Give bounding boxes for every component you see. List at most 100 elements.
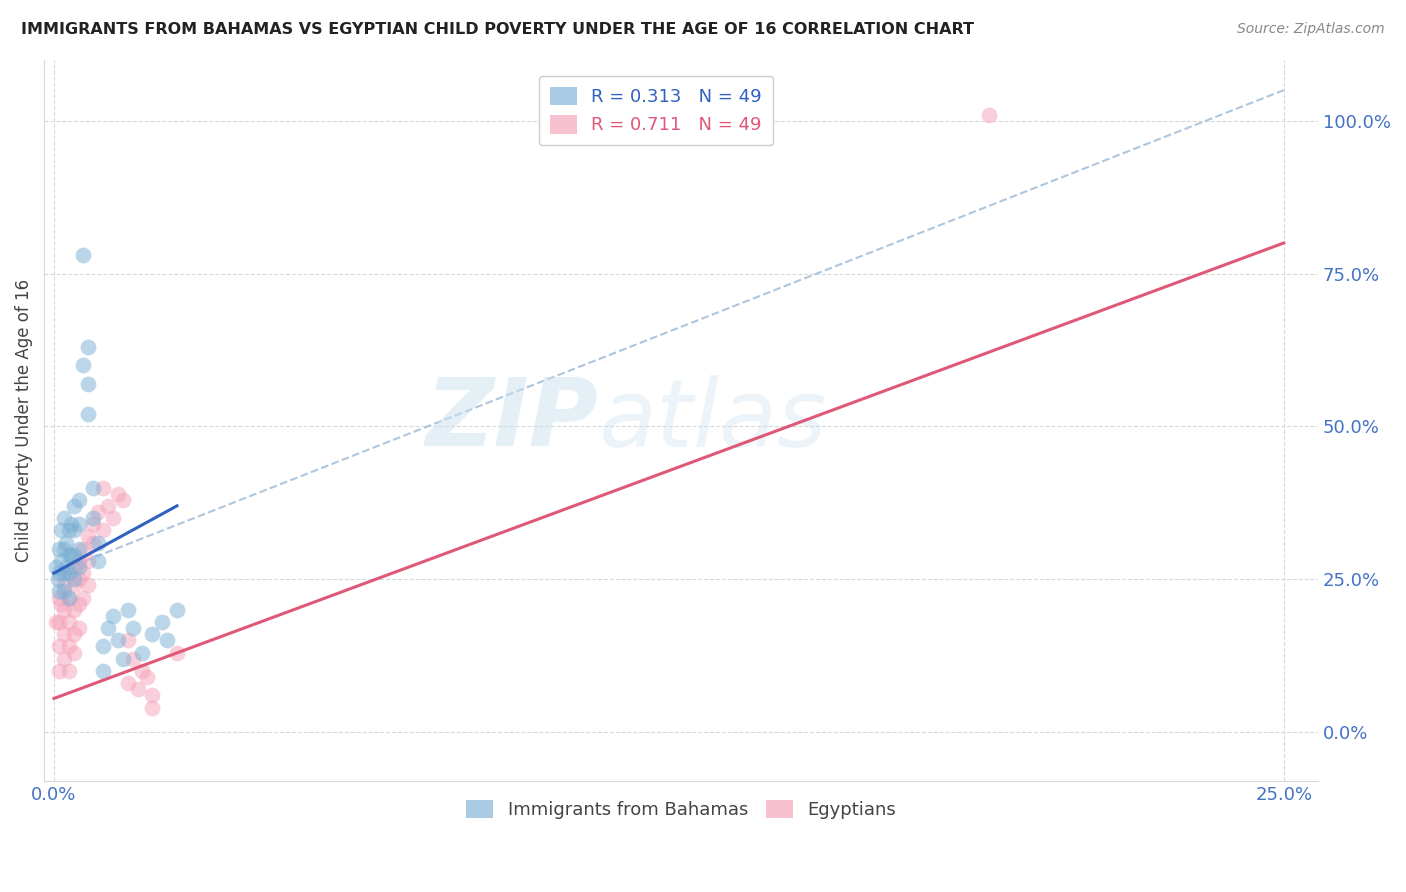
Point xyxy=(150,615,173,629)
Point xyxy=(62,499,84,513)
Point xyxy=(91,664,114,678)
Point xyxy=(141,627,163,641)
Text: Source: ZipAtlas.com: Source: ZipAtlas.com xyxy=(1237,22,1385,37)
Point xyxy=(91,481,114,495)
Point xyxy=(107,486,129,500)
Point xyxy=(67,541,90,556)
Point xyxy=(117,603,139,617)
Point xyxy=(67,517,90,532)
Point xyxy=(87,535,110,549)
Point xyxy=(58,566,80,581)
Point xyxy=(62,548,84,562)
Point xyxy=(97,621,120,635)
Point xyxy=(48,584,70,599)
Point xyxy=(166,646,188,660)
Point xyxy=(67,572,90,586)
Point xyxy=(58,566,80,581)
Point xyxy=(55,560,77,574)
Point xyxy=(77,340,100,354)
Point xyxy=(166,603,188,617)
Point xyxy=(72,248,94,262)
Point xyxy=(55,535,77,549)
Y-axis label: Child Poverty Under the Age of 16: Child Poverty Under the Age of 16 xyxy=(15,278,32,562)
Legend: Immigrants from Bahamas, Egyptians: Immigrants from Bahamas, Egyptians xyxy=(458,792,904,826)
Point xyxy=(62,603,84,617)
Point xyxy=(60,548,83,562)
Point xyxy=(72,566,94,581)
Point xyxy=(87,505,110,519)
Point xyxy=(67,492,90,507)
Point xyxy=(156,633,179,648)
Point xyxy=(91,524,114,538)
Point xyxy=(117,633,139,648)
Point xyxy=(48,664,70,678)
Point xyxy=(58,524,80,538)
Point xyxy=(48,615,70,629)
Point xyxy=(62,578,84,592)
Point xyxy=(136,670,159,684)
Point xyxy=(48,541,70,556)
Point xyxy=(52,627,75,641)
Point xyxy=(121,651,143,665)
Text: atlas: atlas xyxy=(599,375,827,466)
Point xyxy=(52,566,75,581)
Text: ZIP: ZIP xyxy=(426,375,599,467)
Point xyxy=(62,524,84,538)
Point xyxy=(45,615,67,629)
Point xyxy=(72,359,94,373)
Point xyxy=(111,492,134,507)
Point xyxy=(62,646,84,660)
Point xyxy=(51,524,73,538)
Point xyxy=(51,554,73,568)
Point xyxy=(77,578,100,592)
Point xyxy=(62,572,84,586)
Point xyxy=(77,529,100,543)
Point xyxy=(101,609,124,624)
Point xyxy=(131,664,153,678)
Point xyxy=(45,560,67,574)
Point xyxy=(48,591,70,605)
Point xyxy=(77,407,100,421)
Point xyxy=(51,597,73,611)
Point xyxy=(82,517,104,532)
Point xyxy=(67,621,90,635)
Point xyxy=(58,640,80,654)
Point xyxy=(52,584,75,599)
Point xyxy=(67,597,90,611)
Point xyxy=(101,511,124,525)
Point xyxy=(72,541,94,556)
Point xyxy=(131,646,153,660)
Point xyxy=(62,560,84,574)
Point xyxy=(58,548,80,562)
Point xyxy=(72,591,94,605)
Point xyxy=(52,651,75,665)
Point xyxy=(117,676,139,690)
Point xyxy=(141,700,163,714)
Point xyxy=(46,572,69,586)
Point xyxy=(127,682,149,697)
Point xyxy=(67,560,90,574)
Point xyxy=(91,640,114,654)
Point xyxy=(58,591,80,605)
Point xyxy=(52,578,75,592)
Point xyxy=(77,554,100,568)
Point xyxy=(48,640,70,654)
Point xyxy=(58,664,80,678)
Point xyxy=(52,541,75,556)
Point xyxy=(48,566,70,581)
Point xyxy=(121,621,143,635)
Point xyxy=(141,689,163,703)
Point xyxy=(58,591,80,605)
Point xyxy=(82,535,104,549)
Point xyxy=(977,107,1000,121)
Point xyxy=(107,633,129,648)
Point xyxy=(60,517,83,532)
Point xyxy=(62,627,84,641)
Point xyxy=(82,511,104,525)
Point xyxy=(111,651,134,665)
Point xyxy=(77,376,100,391)
Point xyxy=(87,554,110,568)
Point xyxy=(52,603,75,617)
Point xyxy=(82,481,104,495)
Point xyxy=(52,511,75,525)
